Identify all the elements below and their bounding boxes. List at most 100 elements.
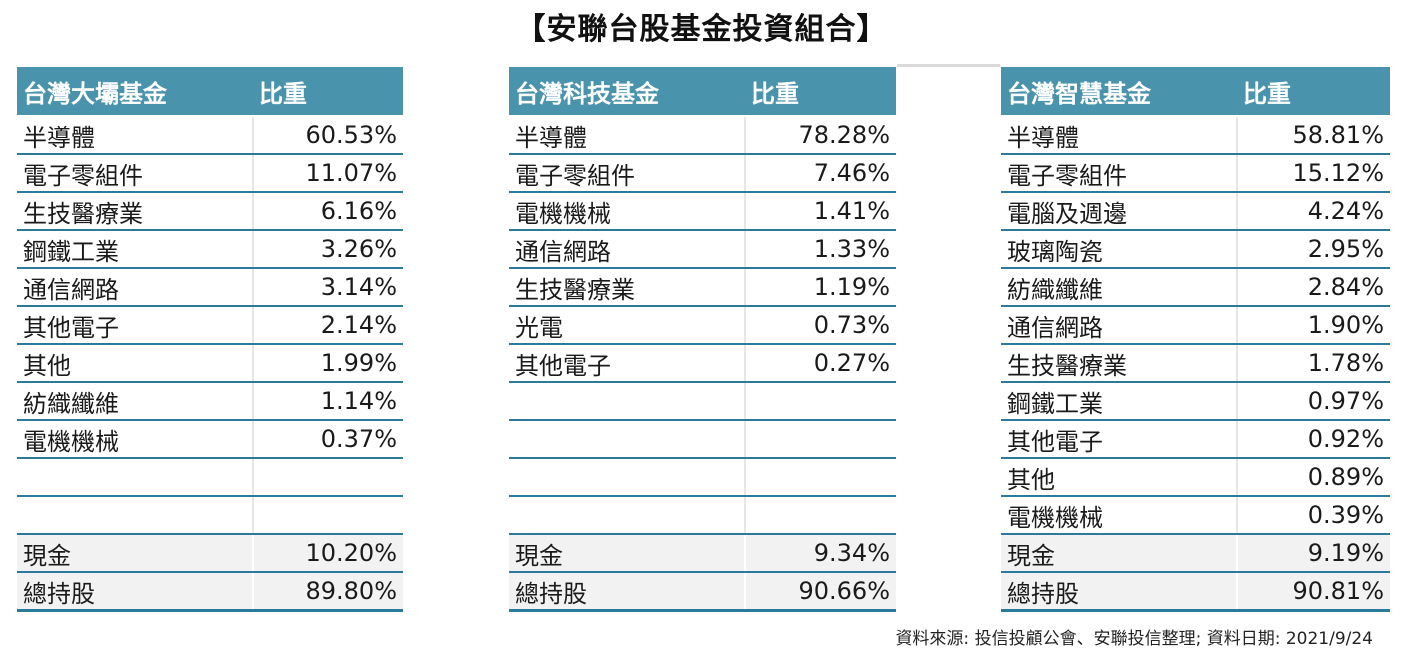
table-row: [509, 420, 896, 459]
weight-value: 3.14%: [253, 268, 403, 307]
cash-row: 現金 9.34%: [509, 534, 896, 573]
total-stock-row: 總持股 90.81%: [1001, 572, 1390, 612]
sector-name: [17, 496, 254, 535]
sector-name: 通信網路: [1001, 306, 1238, 345]
weight-value: [745, 382, 896, 421]
sector-name: 其他電子: [509, 344, 746, 383]
weight-value: 0.73%: [745, 306, 896, 345]
table-row: 生技醫療業 6.16%: [17, 192, 403, 231]
weight-value: 0.97%: [1237, 382, 1390, 421]
weight-value: 7.46%: [745, 154, 896, 193]
sector-name: 現金: [509, 534, 746, 573]
weight-value: 90.81%: [1237, 572, 1390, 612]
sector-name: 紡織纖維: [17, 382, 254, 421]
table-row: 紡織纖維 2.84%: [1001, 268, 1390, 307]
table-row: 其他 0.89%: [1001, 458, 1390, 497]
weight-value: 1.99%: [253, 344, 403, 383]
table-row: 電子零組件 7.46%: [509, 154, 896, 193]
table-row: 生技醫療業 1.19%: [509, 268, 896, 307]
weight-value: [253, 458, 403, 497]
weight-value: [745, 420, 896, 459]
table-row: 其他電子 0.27%: [509, 344, 896, 383]
weight-value: [253, 496, 403, 535]
table-row: 生技醫療業 1.78%: [1001, 344, 1390, 383]
sector-name: 生技醫療業: [17, 192, 254, 231]
weight-value: 10.20%: [253, 534, 403, 573]
sector-name: 鋼鐵工業: [17, 230, 254, 269]
sector-name: 電子零組件: [17, 154, 254, 193]
table-row: 其他電子 2.14%: [17, 306, 403, 345]
sector-name: 生技醫療業: [509, 268, 746, 307]
sector-name: 電腦及週邊: [1001, 192, 1238, 231]
weight-value: 1.14%: [253, 382, 403, 421]
table-row: 其他電子 0.92%: [1001, 420, 1390, 459]
table-row: 電機機械 1.41%: [509, 192, 896, 231]
weight-value: 2.95%: [1237, 230, 1390, 269]
table-row: 其他 1.99%: [17, 344, 403, 383]
total-stock-row: 總持股 89.80%: [17, 572, 403, 612]
sector-name: 總持股: [509, 572, 746, 612]
weight-value: 11.07%: [253, 154, 403, 193]
weight-value: 2.14%: [253, 306, 403, 345]
sector-name: 光電: [509, 306, 746, 345]
sector-name: 其他: [1001, 458, 1238, 497]
cash-row: 現金 9.19%: [1001, 534, 1390, 573]
sector-name: [17, 458, 254, 497]
table-row: 通信網路 1.90%: [1001, 306, 1390, 345]
weight-value: 1.41%: [745, 192, 896, 231]
table-header-row: 台灣科技基金 比重: [509, 67, 896, 117]
table-row: 半導體 58.81%: [1001, 116, 1390, 155]
table-row: 紡織纖維 1.14%: [17, 382, 403, 421]
sector-name: 通信網路: [509, 230, 746, 269]
weight-value: 90.66%: [745, 572, 896, 612]
total-stock-row: 總持股 90.66%: [509, 572, 896, 612]
table-row: 半導體 78.28%: [509, 116, 896, 155]
table-header-row: 台灣智慧基金 比重: [1001, 67, 1390, 117]
sector-name: 半導體: [1001, 116, 1238, 155]
sector-name: [509, 382, 746, 421]
weight-value: 9.19%: [1237, 534, 1390, 573]
table-row: 鋼鐵工業 0.97%: [1001, 382, 1390, 421]
sector-name: 電子零組件: [509, 154, 746, 193]
sector-name: [509, 458, 746, 497]
sector-name: 電機機械: [17, 420, 254, 459]
sector-name: 現金: [17, 534, 254, 573]
table-row: 電子零組件 15.12%: [1001, 154, 1390, 193]
weight-value: 3.26%: [253, 230, 403, 269]
weight-value: 15.12%: [1237, 154, 1390, 193]
table-row: 玻璃陶瓷 2.95%: [1001, 230, 1390, 269]
table-row: 電子零組件 11.07%: [17, 154, 403, 193]
weight-header: 比重: [253, 67, 403, 117]
sector-name: 鋼鐵工業: [1001, 382, 1238, 421]
sector-name: 半導體: [17, 116, 254, 155]
weight-value: [745, 458, 896, 497]
sector-name: 電子零組件: [1001, 154, 1238, 193]
weight-value: 0.92%: [1237, 420, 1390, 459]
weight-value: 2.84%: [1237, 268, 1390, 307]
sector-name: [509, 420, 746, 459]
table-row: 電機機械 0.39%: [1001, 496, 1390, 535]
sector-name: 其他電子: [17, 306, 254, 345]
table-row: 電機機械 0.37%: [17, 420, 403, 459]
weight-value: 1.90%: [1237, 306, 1390, 345]
sector-name: 電機機械: [509, 192, 746, 231]
weight-value: 89.80%: [253, 572, 403, 612]
fund-name-header: 台灣大壩基金: [17, 67, 253, 117]
weight-value: 0.27%: [745, 344, 896, 383]
weight-value: 0.37%: [253, 420, 403, 459]
table-row: [509, 382, 896, 421]
table-row: 光電 0.73%: [509, 306, 896, 345]
sector-name: 現金: [1001, 534, 1238, 573]
weight-value: 78.28%: [745, 116, 896, 155]
weight-header: 比重: [1237, 67, 1390, 117]
fund-name-header: 台灣智慧基金: [1001, 67, 1237, 117]
weight-value: 9.34%: [745, 534, 896, 573]
weight-header: 比重: [745, 67, 896, 117]
fund-table-taiwan-dragon: 台灣大壩基金 比重 半導體 60.53% 電子零組件 11.07% 生技醫療業 6.16% 鋼鐵…: [17, 67, 403, 612]
weight-value: 0.89%: [1237, 458, 1390, 497]
weight-value: 58.81%: [1237, 116, 1390, 155]
table-row: [509, 458, 896, 497]
fund-table-taiwan-smart: 台灣智慧基金 比重 半導體 58.81% 電子零組件 15.12% 電腦及週邊 4.24% 玻璃…: [1001, 67, 1390, 612]
weight-value: 0.39%: [1237, 496, 1390, 535]
table-row: 半導體 60.53%: [17, 116, 403, 155]
